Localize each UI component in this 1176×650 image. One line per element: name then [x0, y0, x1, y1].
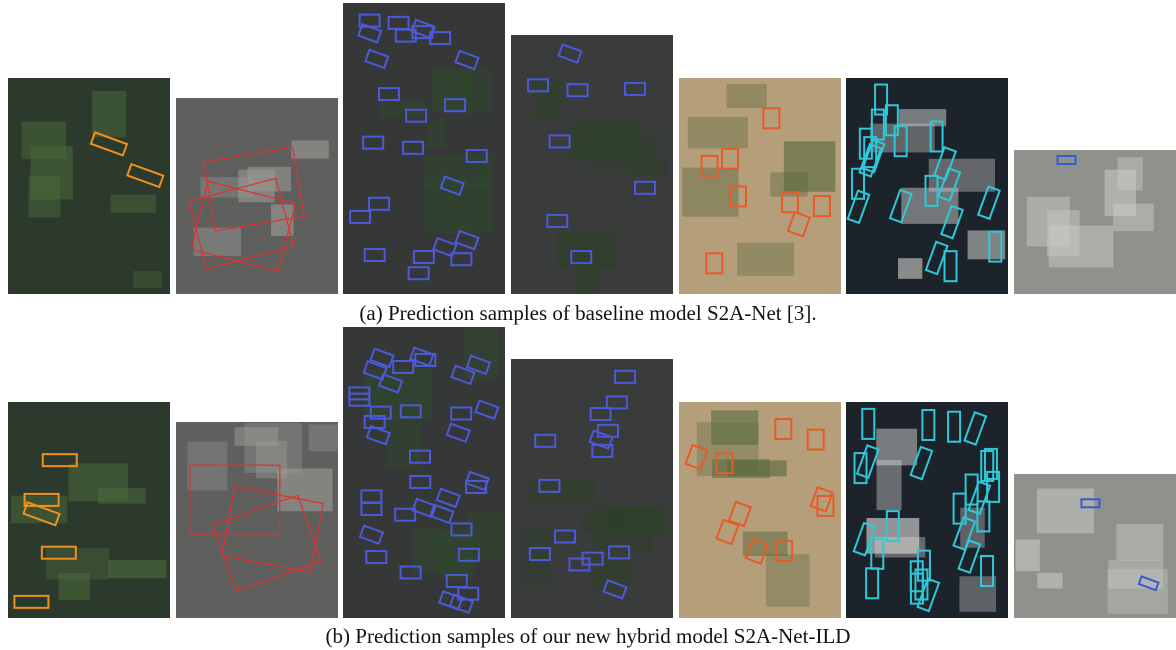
image-texture	[593, 558, 631, 589]
sample-image	[1014, 474, 1176, 618]
image-texture	[1116, 524, 1163, 561]
image-texture	[576, 262, 599, 292]
image-texture	[31, 146, 73, 199]
caption: (b) Prediction samples of our new hybrid…	[326, 624, 851, 648]
sample-image	[176, 98, 338, 294]
image-texture	[1037, 489, 1094, 534]
sample-image	[679, 402, 841, 618]
page: (a) Prediction samples of baseline model…	[0, 0, 1176, 650]
image-texture	[424, 154, 494, 187]
caption: (a) Prediction samples of baseline model…	[359, 301, 816, 325]
image-texture	[426, 118, 446, 147]
image-texture	[92, 91, 126, 137]
image-texture	[1027, 197, 1070, 247]
image-texture	[46, 548, 109, 580]
sample-image	[176, 422, 338, 618]
image-texture	[898, 258, 922, 279]
image-texture	[876, 429, 917, 466]
image-texture	[766, 554, 809, 607]
image-texture	[235, 427, 279, 446]
image-texture	[1107, 569, 1167, 614]
sample-image	[1014, 150, 1176, 294]
image-texture	[1016, 539, 1040, 571]
sample-image	[679, 78, 841, 294]
image-texture	[187, 442, 227, 491]
image-texture	[309, 424, 338, 451]
sample-image	[511, 35, 673, 294]
sample-image	[511, 359, 673, 618]
image-texture	[959, 576, 996, 612]
image-texture	[111, 195, 156, 213]
image-texture	[438, 530, 473, 577]
image-texture	[465, 68, 491, 115]
image-texture	[877, 460, 902, 510]
image-texture	[968, 230, 1006, 259]
image-texture	[737, 243, 794, 276]
image-texture	[1037, 573, 1062, 589]
sample-image	[343, 3, 505, 294]
image-texture	[424, 182, 492, 234]
image-texture	[522, 528, 549, 582]
image-texture	[688, 117, 748, 148]
image-texture	[632, 160, 668, 176]
image-texture	[291, 140, 329, 158]
image-texture	[711, 410, 758, 445]
image-texture	[784, 141, 835, 191]
sample-image	[343, 327, 505, 618]
sample-image	[8, 402, 170, 618]
figure: (a) Prediction samples of baseline model…	[0, 0, 1176, 650]
image-texture	[572, 122, 641, 159]
image-texture	[68, 463, 128, 501]
image-texture	[108, 560, 166, 578]
sample-image	[846, 402, 1008, 618]
image-texture	[726, 84, 766, 108]
sample-image	[8, 78, 170, 294]
image-texture	[277, 469, 332, 512]
image-texture	[712, 459, 770, 478]
image-texture	[386, 422, 421, 469]
sample-image	[846, 78, 1008, 294]
image-texture	[609, 507, 666, 533]
image-texture	[1118, 157, 1143, 190]
image-texture	[133, 271, 162, 288]
image-texture	[899, 109, 946, 126]
